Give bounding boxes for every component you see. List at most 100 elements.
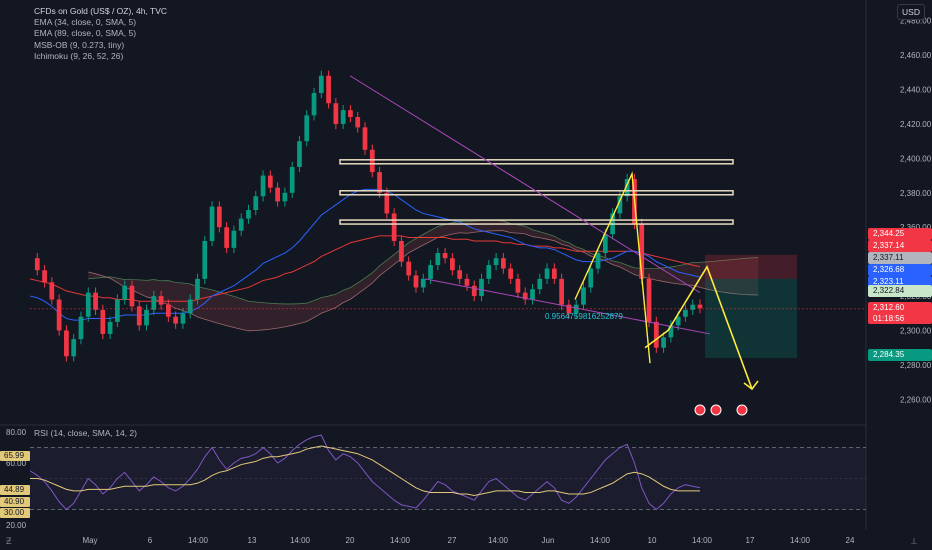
rsi-tag-d: 30.00 — [0, 508, 30, 518]
candle-body — [151, 296, 157, 310]
y-tick-label: 2,480.00 — [900, 17, 932, 26]
x-tick-label: Jun — [542, 536, 555, 545]
candle-body — [267, 175, 273, 188]
candle-body — [377, 172, 382, 193]
candle-body — [479, 278, 484, 297]
candle-body — [253, 196, 259, 210]
candle-body — [275, 187, 280, 202]
candle-body — [646, 278, 652, 322]
event-flag-icon — [710, 404, 722, 416]
y-tick-label: 2,440.00 — [900, 86, 932, 95]
candle-body — [522, 292, 528, 300]
candle-body — [617, 196, 623, 214]
candle-body — [501, 258, 506, 269]
price-tag-1: 2,344.25 — [868, 228, 932, 240]
x-tick-label: 14:00 — [488, 536, 509, 545]
legend-msb-ob[interactable]: MSB-OB (9, 0.273, tiny) — [34, 39, 125, 50]
candle-body — [486, 265, 492, 279]
ratio-annotation: 0.9564759816252879 — [545, 312, 623, 321]
y-tick-label: 2,300.00 — [900, 326, 932, 335]
candle-body — [675, 316, 681, 326]
x-tick-label: 24 — [846, 536, 855, 545]
candle-body — [530, 289, 535, 300]
target-zone — [705, 278, 797, 359]
candle-body — [588, 268, 594, 288]
candle-body — [231, 230, 237, 248]
rsi-ma-line — [30, 445, 700, 497]
x-tick-label: 6 — [148, 536, 153, 545]
candle-body — [289, 166, 295, 193]
candle-body — [180, 313, 186, 324]
legend-ema89[interactable]: EMA (89, close, 0, SMA, 5) — [34, 28, 137, 39]
candle-body — [355, 117, 361, 128]
candle-body — [42, 270, 47, 283]
y-tick-label: 2,280.00 — [900, 361, 932, 370]
y-tick-label: 2,380.00 — [900, 189, 932, 198]
candle-body — [158, 296, 164, 305]
candle-body — [653, 321, 659, 348]
senkou-b-line — [88, 230, 759, 332]
candle-body — [311, 92, 317, 116]
candle-body — [173, 316, 179, 324]
timezone-icon[interactable]: Ƶ — [6, 536, 12, 546]
candle-body — [471, 285, 477, 297]
candle-body — [238, 218, 244, 231]
candle-body — [668, 325, 674, 338]
x-tick-label: 14:00 — [692, 536, 713, 545]
y-tick-label: 2,400.00 — [900, 154, 932, 163]
candle-body — [260, 175, 266, 197]
x-tick-label: May — [82, 536, 97, 545]
candle-body — [318, 75, 324, 93]
candle-body — [639, 223, 645, 279]
candle-body — [435, 253, 441, 266]
candle-body — [282, 192, 288, 202]
candle-body — [297, 141, 302, 167]
currency-button[interactable]: USD — [897, 4, 925, 20]
candle-body — [224, 227, 229, 248]
last-price-tag: 2,312.60 01:18:56 — [868, 302, 932, 324]
rsi-legend[interactable]: RSI (14, close, SMA, 14, 2) — [34, 428, 137, 438]
candle-body — [544, 268, 550, 279]
candle-body — [428, 265, 433, 279]
y-tick-label: 2,260.00 — [900, 395, 932, 404]
price-tag-2: 2,337.14 — [868, 240, 932, 252]
candle-body — [34, 258, 40, 271]
candle-body — [78, 316, 84, 340]
candle-body — [85, 292, 91, 317]
candle-body — [581, 287, 586, 305]
candle-body — [64, 330, 69, 357]
y-tick-label: 2,420.00 — [900, 120, 932, 129]
price-tag-4: 2,326.68 — [868, 264, 932, 276]
x-tick-label: 14:00 — [290, 536, 311, 545]
candle-body — [573, 304, 579, 314]
wedge-lower — [424, 278, 711, 335]
candle-body — [690, 304, 696, 310]
candle-body — [209, 206, 215, 241]
ema89-line — [29, 235, 701, 302]
candle-body — [348, 110, 353, 118]
candle-body — [457, 270, 463, 279]
candle-body — [406, 261, 412, 276]
candle-body — [187, 299, 193, 314]
candle-body — [107, 321, 113, 334]
legend-ema34[interactable]: EMA (34, close, 0, SMA, 5) — [34, 17, 137, 28]
x-tick-label: 27 — [448, 536, 457, 545]
candle-body — [340, 110, 346, 124]
candle-body — [493, 258, 499, 266]
rsi-tag-b: 44.89 — [0, 485, 30, 495]
candle-body — [369, 149, 375, 173]
candle-body — [333, 103, 339, 124]
legend-ichimoku[interactable]: Ichimoku (9, 26, 52, 26) — [34, 50, 124, 61]
candle-body — [202, 240, 208, 279]
candle-body — [515, 278, 521, 293]
candle-body — [93, 292, 98, 310]
candle-body — [136, 306, 142, 326]
candle-body — [464, 278, 470, 286]
candle-body — [144, 309, 149, 326]
auto-scale-icon[interactable]: ⟂ — [911, 536, 918, 546]
candle-body — [71, 339, 77, 357]
x-tick-label: 14:00 — [188, 536, 209, 545]
candle-body — [413, 275, 419, 288]
